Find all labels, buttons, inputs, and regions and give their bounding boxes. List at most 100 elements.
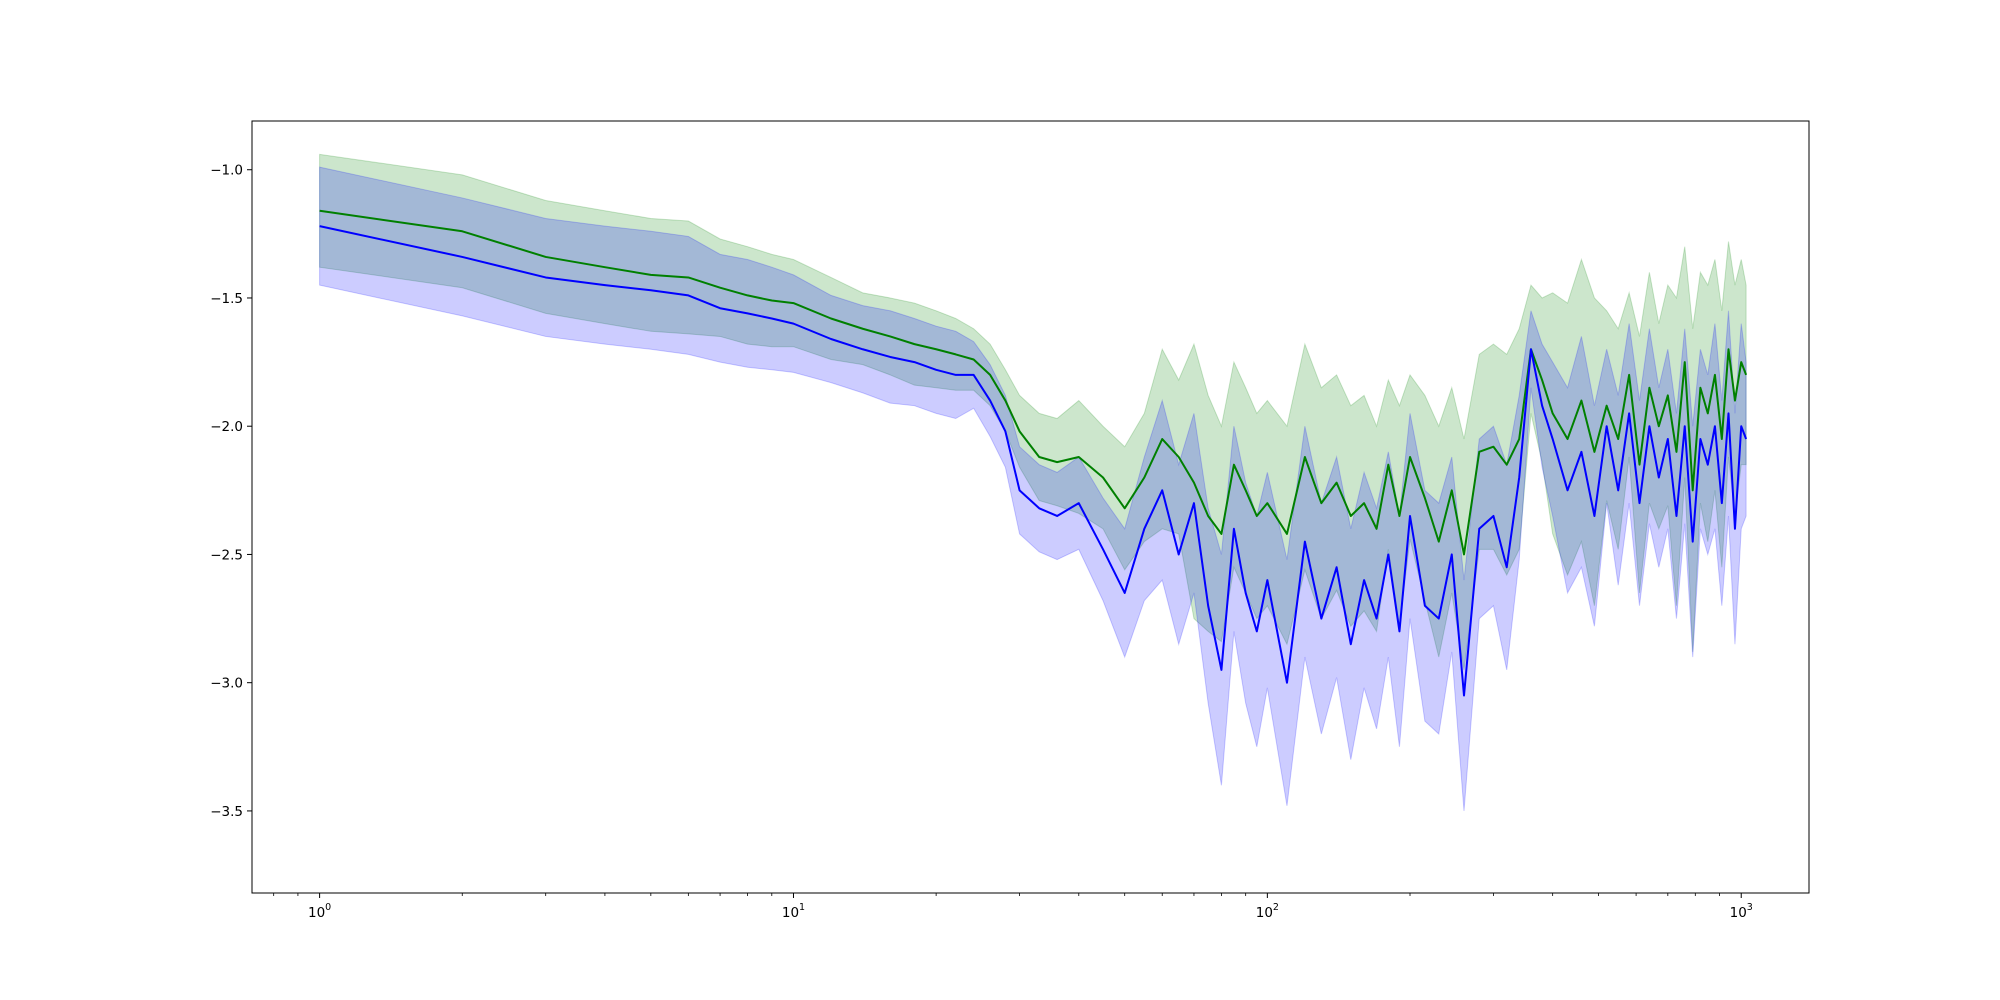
series-1-point xyxy=(1143,528,1145,530)
series-0-point xyxy=(1409,456,1411,458)
series-1-point xyxy=(604,284,606,286)
series-0-point xyxy=(1639,464,1641,466)
series-0-point xyxy=(889,335,891,337)
series-1-point xyxy=(1463,695,1465,697)
series-0-point xyxy=(1004,400,1006,402)
confidence-bands xyxy=(319,153,1747,811)
series-1-point xyxy=(1078,502,1080,504)
series-1-point xyxy=(1438,618,1440,620)
series-0-point xyxy=(1707,412,1709,414)
series-0-point xyxy=(1178,456,1180,458)
series-1-point xyxy=(913,361,915,363)
series-1-point xyxy=(1714,425,1716,427)
series-1-point xyxy=(1304,541,1306,543)
series-0-point xyxy=(935,348,937,350)
series-0-point xyxy=(1478,451,1480,453)
series-0-point xyxy=(1143,477,1145,479)
series-1-point xyxy=(1721,502,1723,504)
series-1-point xyxy=(1492,515,1494,517)
series-0-point xyxy=(1541,379,1543,381)
series-0-point xyxy=(1628,374,1630,376)
series-0-point xyxy=(1304,456,1306,458)
series-0-point xyxy=(1286,533,1288,535)
series-0-point xyxy=(1658,425,1660,427)
series-1-point xyxy=(1451,553,1453,555)
series-1-point xyxy=(862,348,864,350)
series-1-point xyxy=(1336,566,1338,568)
series-1-point xyxy=(1675,515,1677,517)
series-0-point xyxy=(1567,438,1569,440)
x-axis: 100 101 102 103 xyxy=(273,893,1753,921)
series-0-point xyxy=(989,374,991,376)
series-1-point xyxy=(650,289,652,291)
series-0-point xyxy=(1363,502,1365,504)
y-axis: −1.0 −1.5 −2.0 −2.5 −3.0 −3.5 xyxy=(210,163,252,820)
series-1-point xyxy=(1363,579,1365,581)
series-1-point xyxy=(1376,618,1378,620)
series-0-point xyxy=(1734,400,1736,402)
series-0-point xyxy=(1350,515,1352,517)
series-0-point xyxy=(1038,456,1040,458)
series-1-point xyxy=(545,276,547,278)
series-1-point xyxy=(1648,425,1650,427)
series-1-point xyxy=(1478,528,1480,530)
series-0-point xyxy=(1721,438,1723,440)
series-0-point xyxy=(1492,446,1494,448)
series-1-point xyxy=(1580,451,1582,453)
series-1-point xyxy=(1667,438,1669,440)
series-1-point xyxy=(1727,412,1729,414)
series-0-point xyxy=(1078,456,1080,458)
series-0-point xyxy=(1684,361,1686,363)
series-0-point xyxy=(973,359,975,361)
series-1-point xyxy=(1518,477,1520,479)
series-0-point xyxy=(1745,374,1747,376)
series-0-point xyxy=(1714,374,1716,376)
plot-frame xyxy=(251,120,1810,894)
series-1-point xyxy=(1193,502,1195,504)
series-1-point xyxy=(1658,477,1660,479)
series-0-point xyxy=(792,302,794,304)
series-0-point xyxy=(1245,489,1247,491)
series-1-point xyxy=(1628,412,1630,414)
series-1-point xyxy=(1684,425,1686,427)
series-0-point xyxy=(1518,438,1520,440)
x-tick-label: 101 xyxy=(782,902,805,921)
series-0-point xyxy=(1675,451,1677,453)
series-1-point xyxy=(1692,541,1694,543)
series-1-point xyxy=(461,256,463,258)
series-0-point xyxy=(1207,515,1209,517)
series-0-point xyxy=(1233,464,1235,466)
series-1-point xyxy=(1734,528,1736,530)
series-0-point xyxy=(747,294,749,296)
series-1-point xyxy=(719,307,721,309)
series-1-point xyxy=(1617,489,1619,491)
series-0-point xyxy=(1336,482,1338,484)
series-1-point xyxy=(1530,348,1532,350)
series-0-point xyxy=(1463,553,1465,555)
series-1-point xyxy=(1606,425,1608,427)
series-0-point xyxy=(1506,464,1508,466)
series-1-point xyxy=(973,374,975,376)
series-0-point xyxy=(1580,400,1582,402)
x-tick-label: 103 xyxy=(1730,902,1753,921)
series-1-point xyxy=(1350,643,1352,645)
series-1-point xyxy=(889,356,891,358)
series-0-point xyxy=(1256,515,1258,517)
series-1-band xyxy=(319,166,1747,811)
series-0-point xyxy=(1266,502,1268,504)
series-1-point xyxy=(747,312,749,314)
series-0-point xyxy=(1056,461,1058,463)
series-0-point xyxy=(1424,497,1426,499)
series-1-point xyxy=(830,338,832,340)
series-1-point xyxy=(1740,425,1742,427)
series-1-point xyxy=(792,323,794,325)
series-1-point xyxy=(1320,618,1322,620)
y-tick-label: −3.0 xyxy=(210,676,243,692)
y-tick-label: −1.0 xyxy=(210,163,243,179)
y-tick-label: −3.5 xyxy=(210,804,243,820)
series-1-point xyxy=(1256,630,1258,632)
x-tick-label: 102 xyxy=(1256,902,1279,921)
series-1-point xyxy=(1567,489,1569,491)
series-0-point xyxy=(1552,412,1554,414)
